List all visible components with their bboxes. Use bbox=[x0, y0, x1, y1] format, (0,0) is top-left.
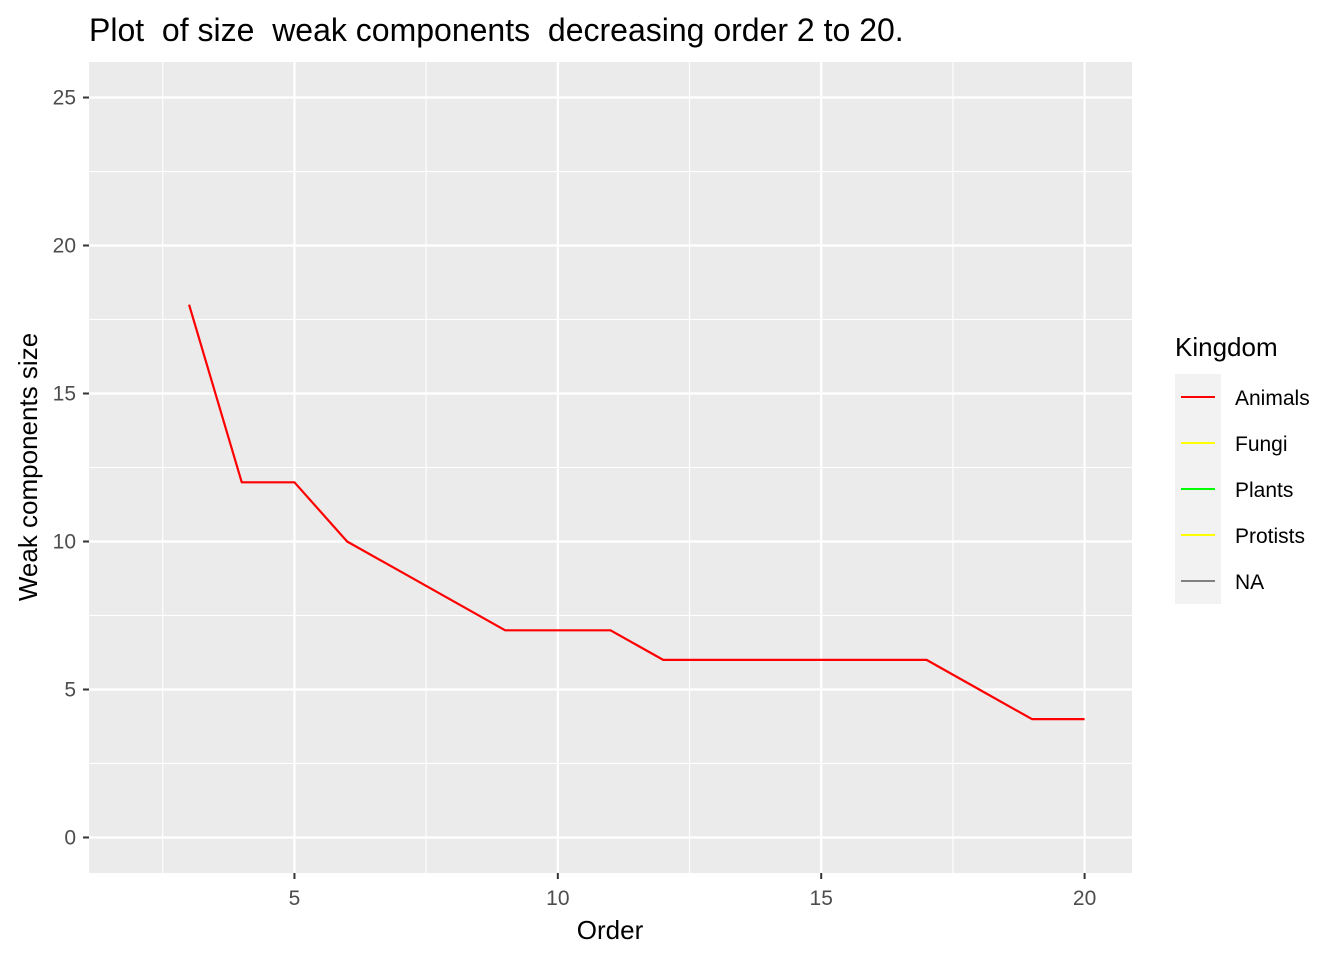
legend-label-plants: Plants bbox=[1235, 479, 1293, 502]
y-tick-label: 10 bbox=[53, 530, 76, 553]
y-tick-label: 15 bbox=[53, 383, 76, 406]
y-axis-title: Weak components size bbox=[13, 333, 43, 601]
legend-title: Kingdom bbox=[1175, 332, 1278, 362]
chart-title: Plot of size weak components decreasing … bbox=[89, 12, 904, 48]
y-tick-label: 25 bbox=[53, 87, 76, 110]
legend-entries: Animals Fungi Plants Protists NA bbox=[1181, 387, 1310, 594]
x-tick-label: 5 bbox=[289, 887, 301, 910]
x-tick-label: 10 bbox=[546, 887, 569, 910]
major-gridlines bbox=[89, 62, 1132, 873]
series-layer bbox=[188, 304, 1085, 721]
y-tick-label: 20 bbox=[53, 235, 76, 258]
legend-label-fungi: Fungi bbox=[1235, 433, 1288, 456]
minor-gridlines bbox=[89, 62, 1132, 873]
x-tick-label: 20 bbox=[1073, 887, 1096, 910]
legend: Kingdom Animals Fungi Plants Protists NA bbox=[1175, 332, 1310, 604]
x-axis-title: Order bbox=[577, 915, 644, 945]
y-tick-label: 0 bbox=[64, 826, 76, 849]
y-tick-label: 5 bbox=[64, 678, 76, 701]
series-line-animals bbox=[188, 304, 1085, 721]
legend-label-protists: Protists bbox=[1235, 525, 1305, 548]
legend-label-na: NA bbox=[1235, 571, 1264, 594]
legend-label-animals: Animals bbox=[1235, 387, 1310, 410]
x-tick-label: 15 bbox=[810, 887, 833, 910]
axes: 5 10 15 20 0 5 10 15 20 25 bbox=[53, 87, 1097, 910]
